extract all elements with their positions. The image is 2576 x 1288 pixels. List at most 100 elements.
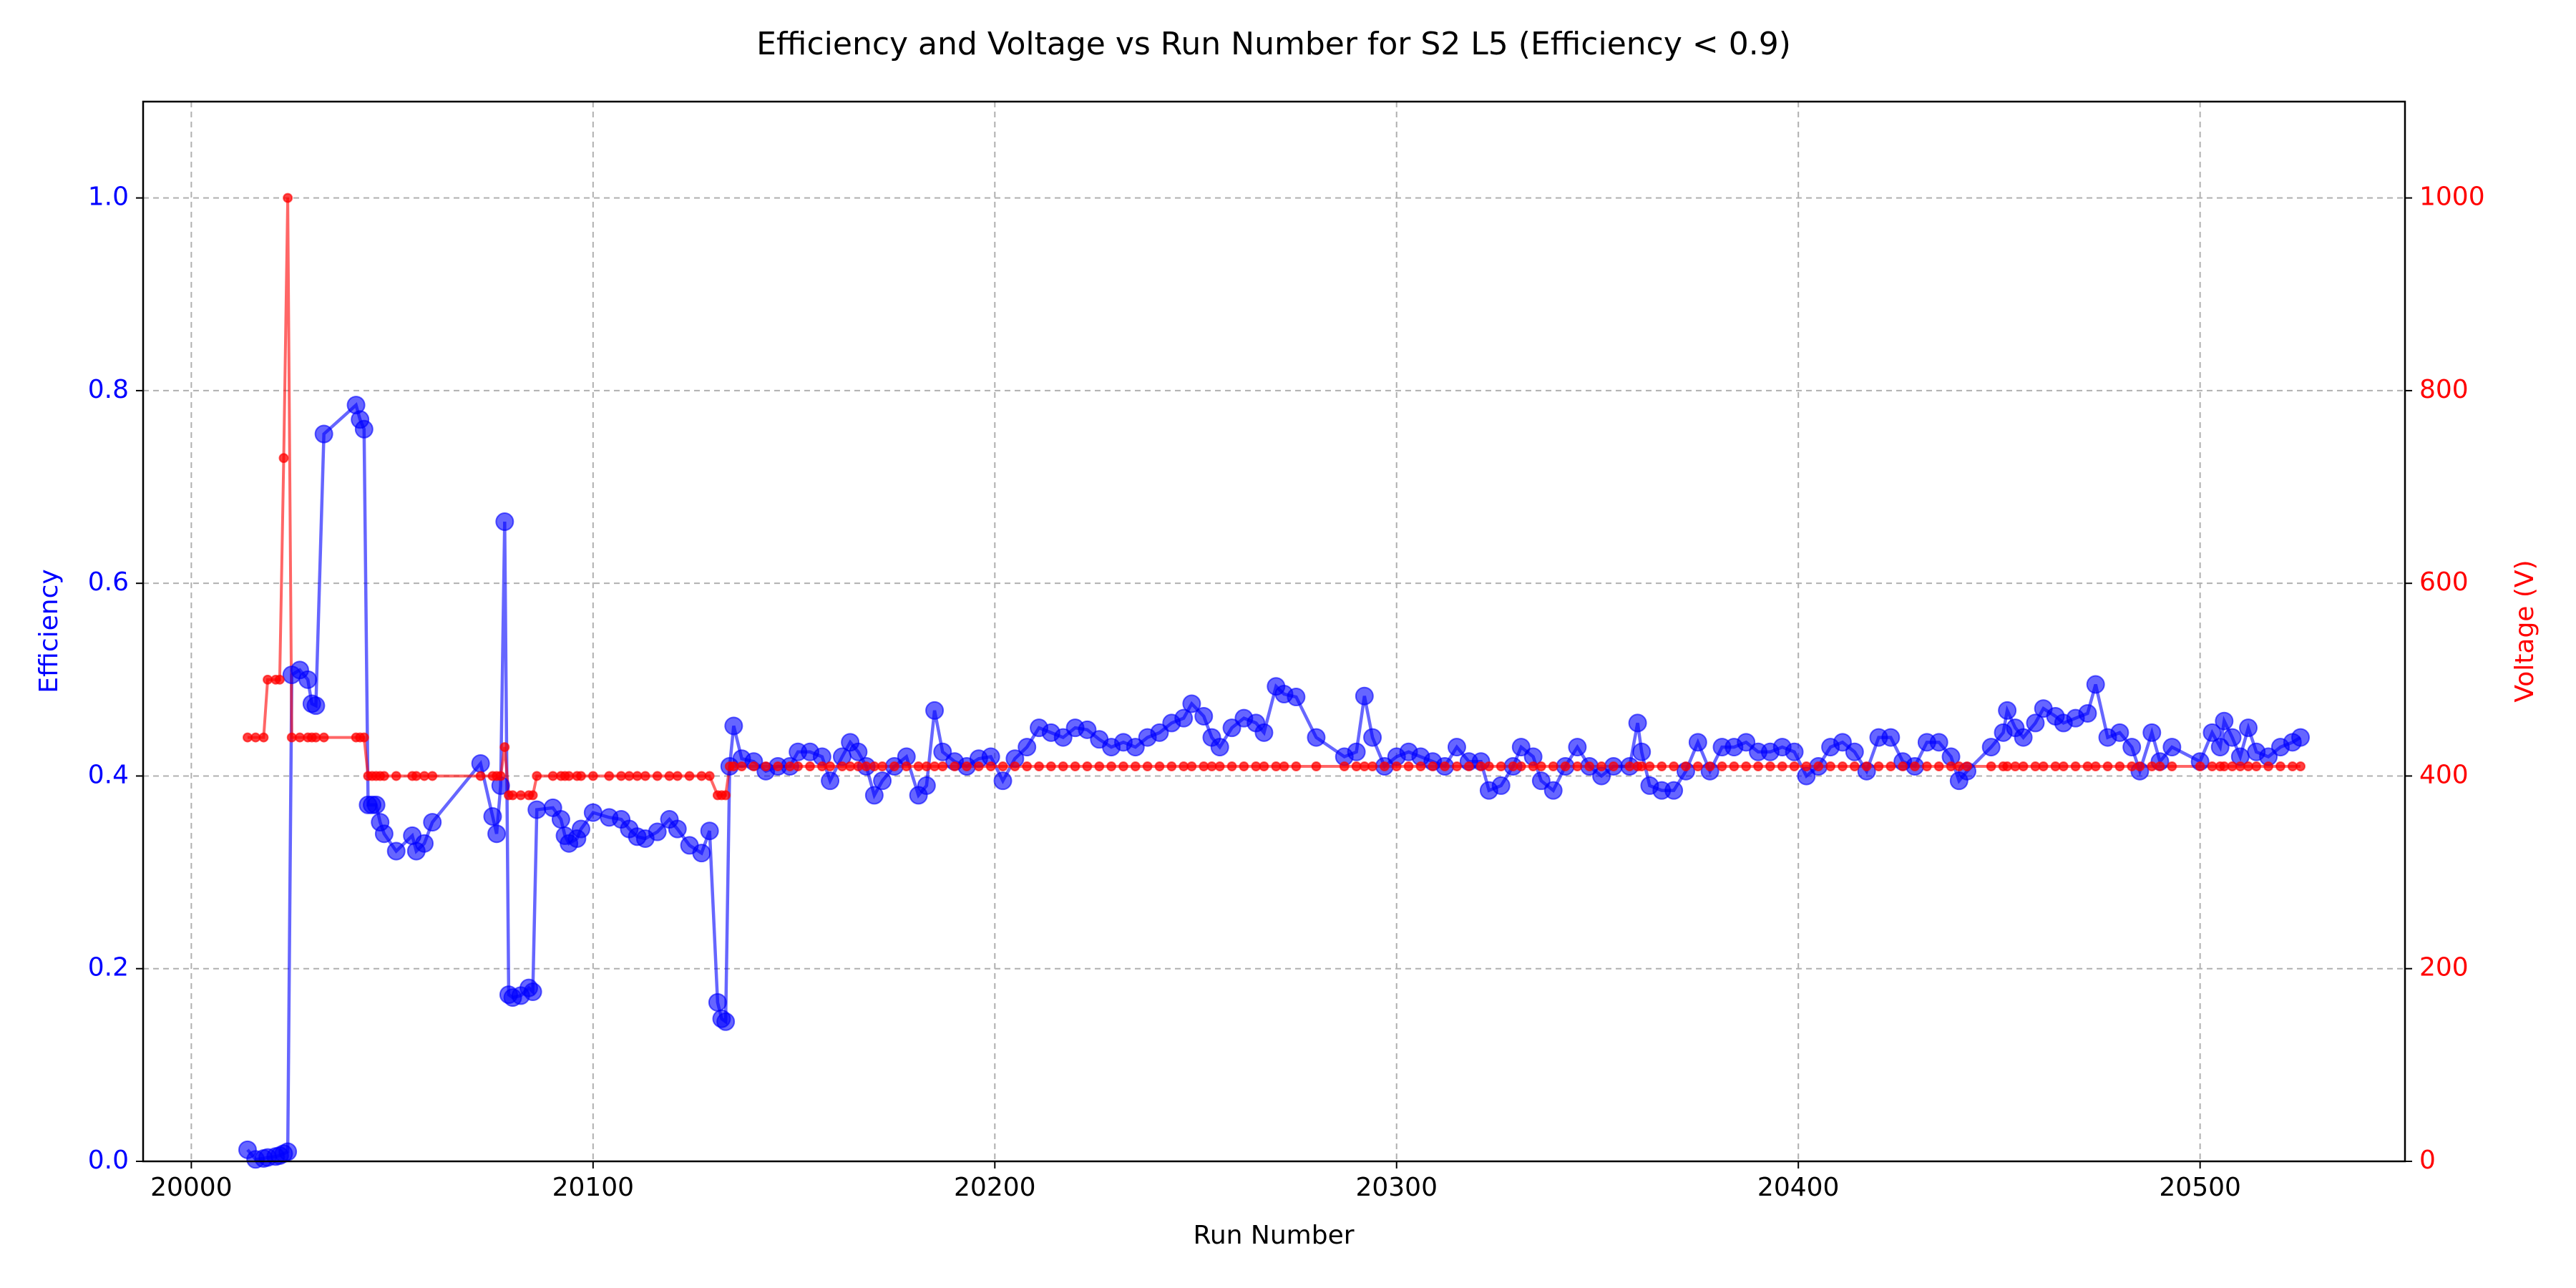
- efficiency-point: [1688, 733, 1707, 752]
- efficiency-point: [354, 419, 374, 439]
- efficiency-point: [1531, 771, 1551, 791]
- voltage-point: [1483, 761, 1494, 771]
- voltage-point: [1953, 761, 1964, 771]
- voltage-point: [961, 761, 972, 771]
- voltage-point: [2082, 761, 2093, 771]
- voltage-point: [616, 771, 627, 781]
- voltage-point: [845, 761, 856, 771]
- efficiency-point: [864, 786, 884, 805]
- voltage-point: [1199, 761, 1209, 771]
- efficiency-point: [692, 844, 711, 863]
- efficiency-point: [1053, 728, 1073, 747]
- efficiency-point: [1174, 708, 1194, 728]
- efficiency-point: [1126, 738, 1145, 757]
- voltage-point: [532, 771, 542, 781]
- efficiency-point: [716, 1012, 736, 1031]
- voltage-point: [1206, 761, 1217, 771]
- voltage-point: [761, 761, 771, 771]
- voltage-point: [2251, 761, 2262, 771]
- efficiency-point: [314, 424, 333, 444]
- voltage-point: [1106, 761, 1117, 771]
- voltage-point: [419, 771, 430, 781]
- efficiency-point: [2162, 738, 2182, 757]
- voltage-point: [2050, 761, 2061, 771]
- efficiency-point: [1287, 688, 1306, 707]
- efficiency-point: [1664, 781, 1684, 800]
- efficiency-point: [2014, 728, 2033, 747]
- voltage-point: [1251, 761, 1262, 771]
- voltage-point: [793, 761, 804, 771]
- voltage-point: [1861, 761, 1872, 771]
- efficiency-point: [1254, 723, 1274, 742]
- voltage-point: [575, 771, 586, 781]
- voltage-point: [937, 761, 948, 771]
- voltage-point: [1391, 761, 1402, 771]
- voltage-point: [1528, 761, 1538, 771]
- efficiency-point: [1833, 733, 1852, 752]
- voltage-point: [1045, 761, 1056, 771]
- voltage-point: [318, 732, 329, 743]
- efficiency-point: [1628, 713, 1647, 733]
- voltage-point: [379, 771, 389, 781]
- voltage-point: [1367, 761, 1378, 771]
- efficiency-point: [1078, 720, 1097, 739]
- voltage-point: [1536, 761, 1546, 771]
- voltage-point: [1692, 761, 1703, 771]
- voltage-point: [1717, 761, 1727, 771]
- voltage-point: [2135, 761, 2145, 771]
- voltage-point: [901, 761, 912, 771]
- y2-axis-label: Voltage (V): [2510, 560, 2540, 702]
- voltage-point: [242, 732, 253, 743]
- efficiency-point: [708, 992, 727, 1012]
- voltage-point: [2102, 761, 2113, 771]
- efficiency-point: [1929, 733, 1948, 752]
- efficiency-point: [2142, 723, 2162, 742]
- voltage-point: [1801, 761, 1812, 771]
- voltage-point: [2227, 761, 2238, 771]
- plot-frame: [142, 100, 2406, 1163]
- voltage-point: [2167, 761, 2177, 771]
- voltage-point: [2018, 761, 2029, 771]
- voltage-point: [263, 674, 273, 685]
- voltage-point: [684, 771, 695, 781]
- voltage-point: [1508, 761, 1518, 771]
- voltage-point: [1753, 761, 1764, 771]
- y2-tick-label: 0: [2419, 1146, 2436, 1175]
- efficiency-point: [2291, 728, 2311, 747]
- efficiency-point: [386, 841, 406, 861]
- voltage-point: [274, 674, 285, 685]
- voltage-point: [1898, 761, 1908, 771]
- voltage-point: [1351, 761, 1362, 771]
- efficiency-point: [933, 742, 952, 761]
- voltage-point: [1624, 761, 1635, 771]
- voltage-point: [2002, 761, 2013, 771]
- voltage-point: [2296, 761, 2306, 771]
- y2-tick-label: 400: [2419, 760, 2469, 789]
- voltage-point: [1279, 761, 1289, 771]
- voltage-point: [258, 732, 269, 743]
- voltage-point: [869, 761, 879, 771]
- voltage-point: [1548, 761, 1558, 771]
- voltage-point: [250, 732, 261, 743]
- voltage-point: [672, 771, 683, 781]
- efficiency-point: [1222, 718, 1241, 738]
- voltage-point: [1179, 761, 1189, 771]
- efficiency-point: [1491, 776, 1511, 795]
- efficiency-point: [2202, 723, 2222, 742]
- efficiency-point: [925, 701, 945, 720]
- voltage-point: [836, 761, 847, 771]
- efficiency-point: [1447, 738, 1466, 757]
- voltage-point: [773, 761, 784, 771]
- voltage-point: [652, 771, 663, 781]
- y2-tick-label: 1000: [2419, 182, 2485, 212]
- voltage-point: [1704, 761, 1715, 771]
- voltage-point: [1142, 761, 1153, 771]
- voltage-point: [861, 761, 872, 771]
- voltage-point: [1584, 761, 1595, 771]
- voltage-point: [495, 771, 506, 781]
- efficiency-point: [2239, 718, 2258, 738]
- voltage-point: [2058, 761, 2069, 771]
- efficiency-point: [1347, 742, 1366, 761]
- voltage-point: [1166, 761, 1177, 771]
- efficiency-point: [648, 822, 667, 841]
